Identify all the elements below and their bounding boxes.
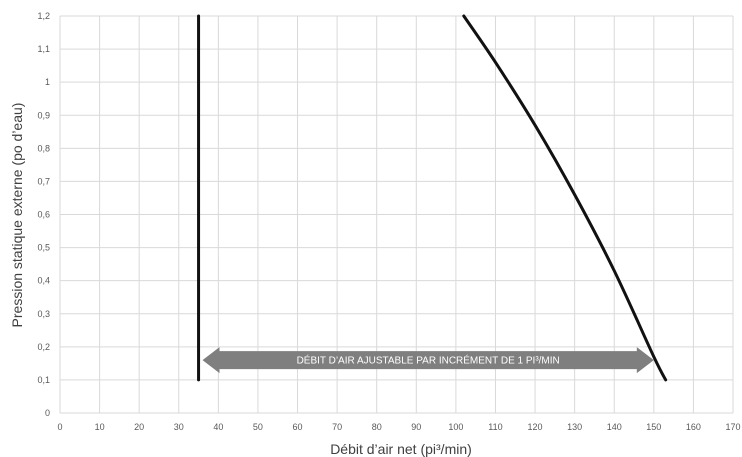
x-tick-label: 170: [725, 422, 740, 432]
y-axis-ticks: 0 0,1 0,2 0,3 0,4 0,5 0,6 0,7 0,8 0,9 1 1,1 1,2: [37, 11, 50, 418]
y-tick-label: 1,1: [37, 44, 50, 54]
adjustable-airflow-arrow: DÉBIT D’AIR AJUSTABLE PAR INCRÉMENT DE 1…: [202, 347, 654, 374]
x-tick-label: 20: [134, 422, 144, 432]
y-tick-label: 0,8: [37, 143, 50, 153]
x-tick-label: 80: [372, 422, 382, 432]
x-tick-label: 160: [686, 422, 701, 432]
x-axis-title: Débit d’air net (pi³/min): [330, 441, 472, 457]
y-tick-label: 1: [45, 77, 50, 87]
x-tick-label: 70: [332, 422, 342, 432]
x-axis-ticks: 0 10 20 30 40 50 60 70 80 90 100 110 120 130 140 150 160…: [57, 422, 740, 432]
x-tick-label: 50: [253, 422, 263, 432]
chart-grid: [59, 15, 734, 414]
y-tick-label: 0,2: [37, 342, 50, 352]
arrow-label: DÉBIT D’AIR AJUSTABLE PAR INCRÉMENT DE 1…: [297, 354, 560, 367]
x-tick-label: 90: [411, 422, 421, 432]
x-tick-label: 120: [528, 422, 543, 432]
y-tick-label: 1,2: [37, 11, 50, 21]
double-arrow-shape: [202, 347, 654, 374]
x-tick-label: 10: [95, 422, 105, 432]
x-tick-label: 150: [646, 422, 661, 432]
y-tick-label: 0,6: [37, 210, 50, 220]
x-tick-label: 40: [213, 422, 223, 432]
y-axis-title: Pression statique externe (po d’eau): [9, 103, 25, 328]
y-tick-label: 0,7: [37, 176, 50, 186]
y-tick-label: 0,5: [37, 243, 50, 253]
x-tick-label: 60: [293, 422, 303, 432]
x-tick-label: 30: [174, 422, 184, 432]
x-tick-label: 0: [57, 422, 62, 432]
x-tick-label: 110: [488, 422, 502, 432]
y-tick-label: 0,3: [37, 309, 50, 319]
y-tick-label: 0: [45, 408, 50, 418]
x-tick-label: 130: [567, 422, 582, 432]
x-tick-label: 100: [448, 422, 463, 432]
fan-performance-curve: [462, 14, 668, 382]
y-tick-label: 0,1: [37, 375, 50, 385]
y-tick-label: 0,4: [37, 276, 50, 286]
chart-series: [197, 14, 668, 382]
y-tick-label: 0,9: [37, 110, 50, 120]
x-tick-label: 140: [607, 422, 622, 432]
